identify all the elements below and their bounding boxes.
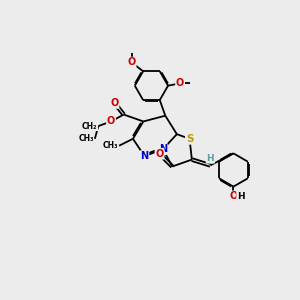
Text: O: O <box>110 98 118 108</box>
Text: N: N <box>159 144 167 154</box>
Text: CH₂: CH₂ <box>82 122 97 130</box>
Text: S: S <box>186 134 193 144</box>
Text: O: O <box>107 116 115 127</box>
Text: O: O <box>176 78 184 88</box>
Text: H: H <box>237 192 244 201</box>
Text: CH₃: CH₃ <box>102 141 118 150</box>
Text: O: O <box>128 58 136 68</box>
Text: N: N <box>140 151 148 161</box>
Text: O: O <box>155 149 164 159</box>
Text: O: O <box>229 191 238 201</box>
Text: CH₃: CH₃ <box>78 134 94 143</box>
Text: H: H <box>206 154 214 163</box>
